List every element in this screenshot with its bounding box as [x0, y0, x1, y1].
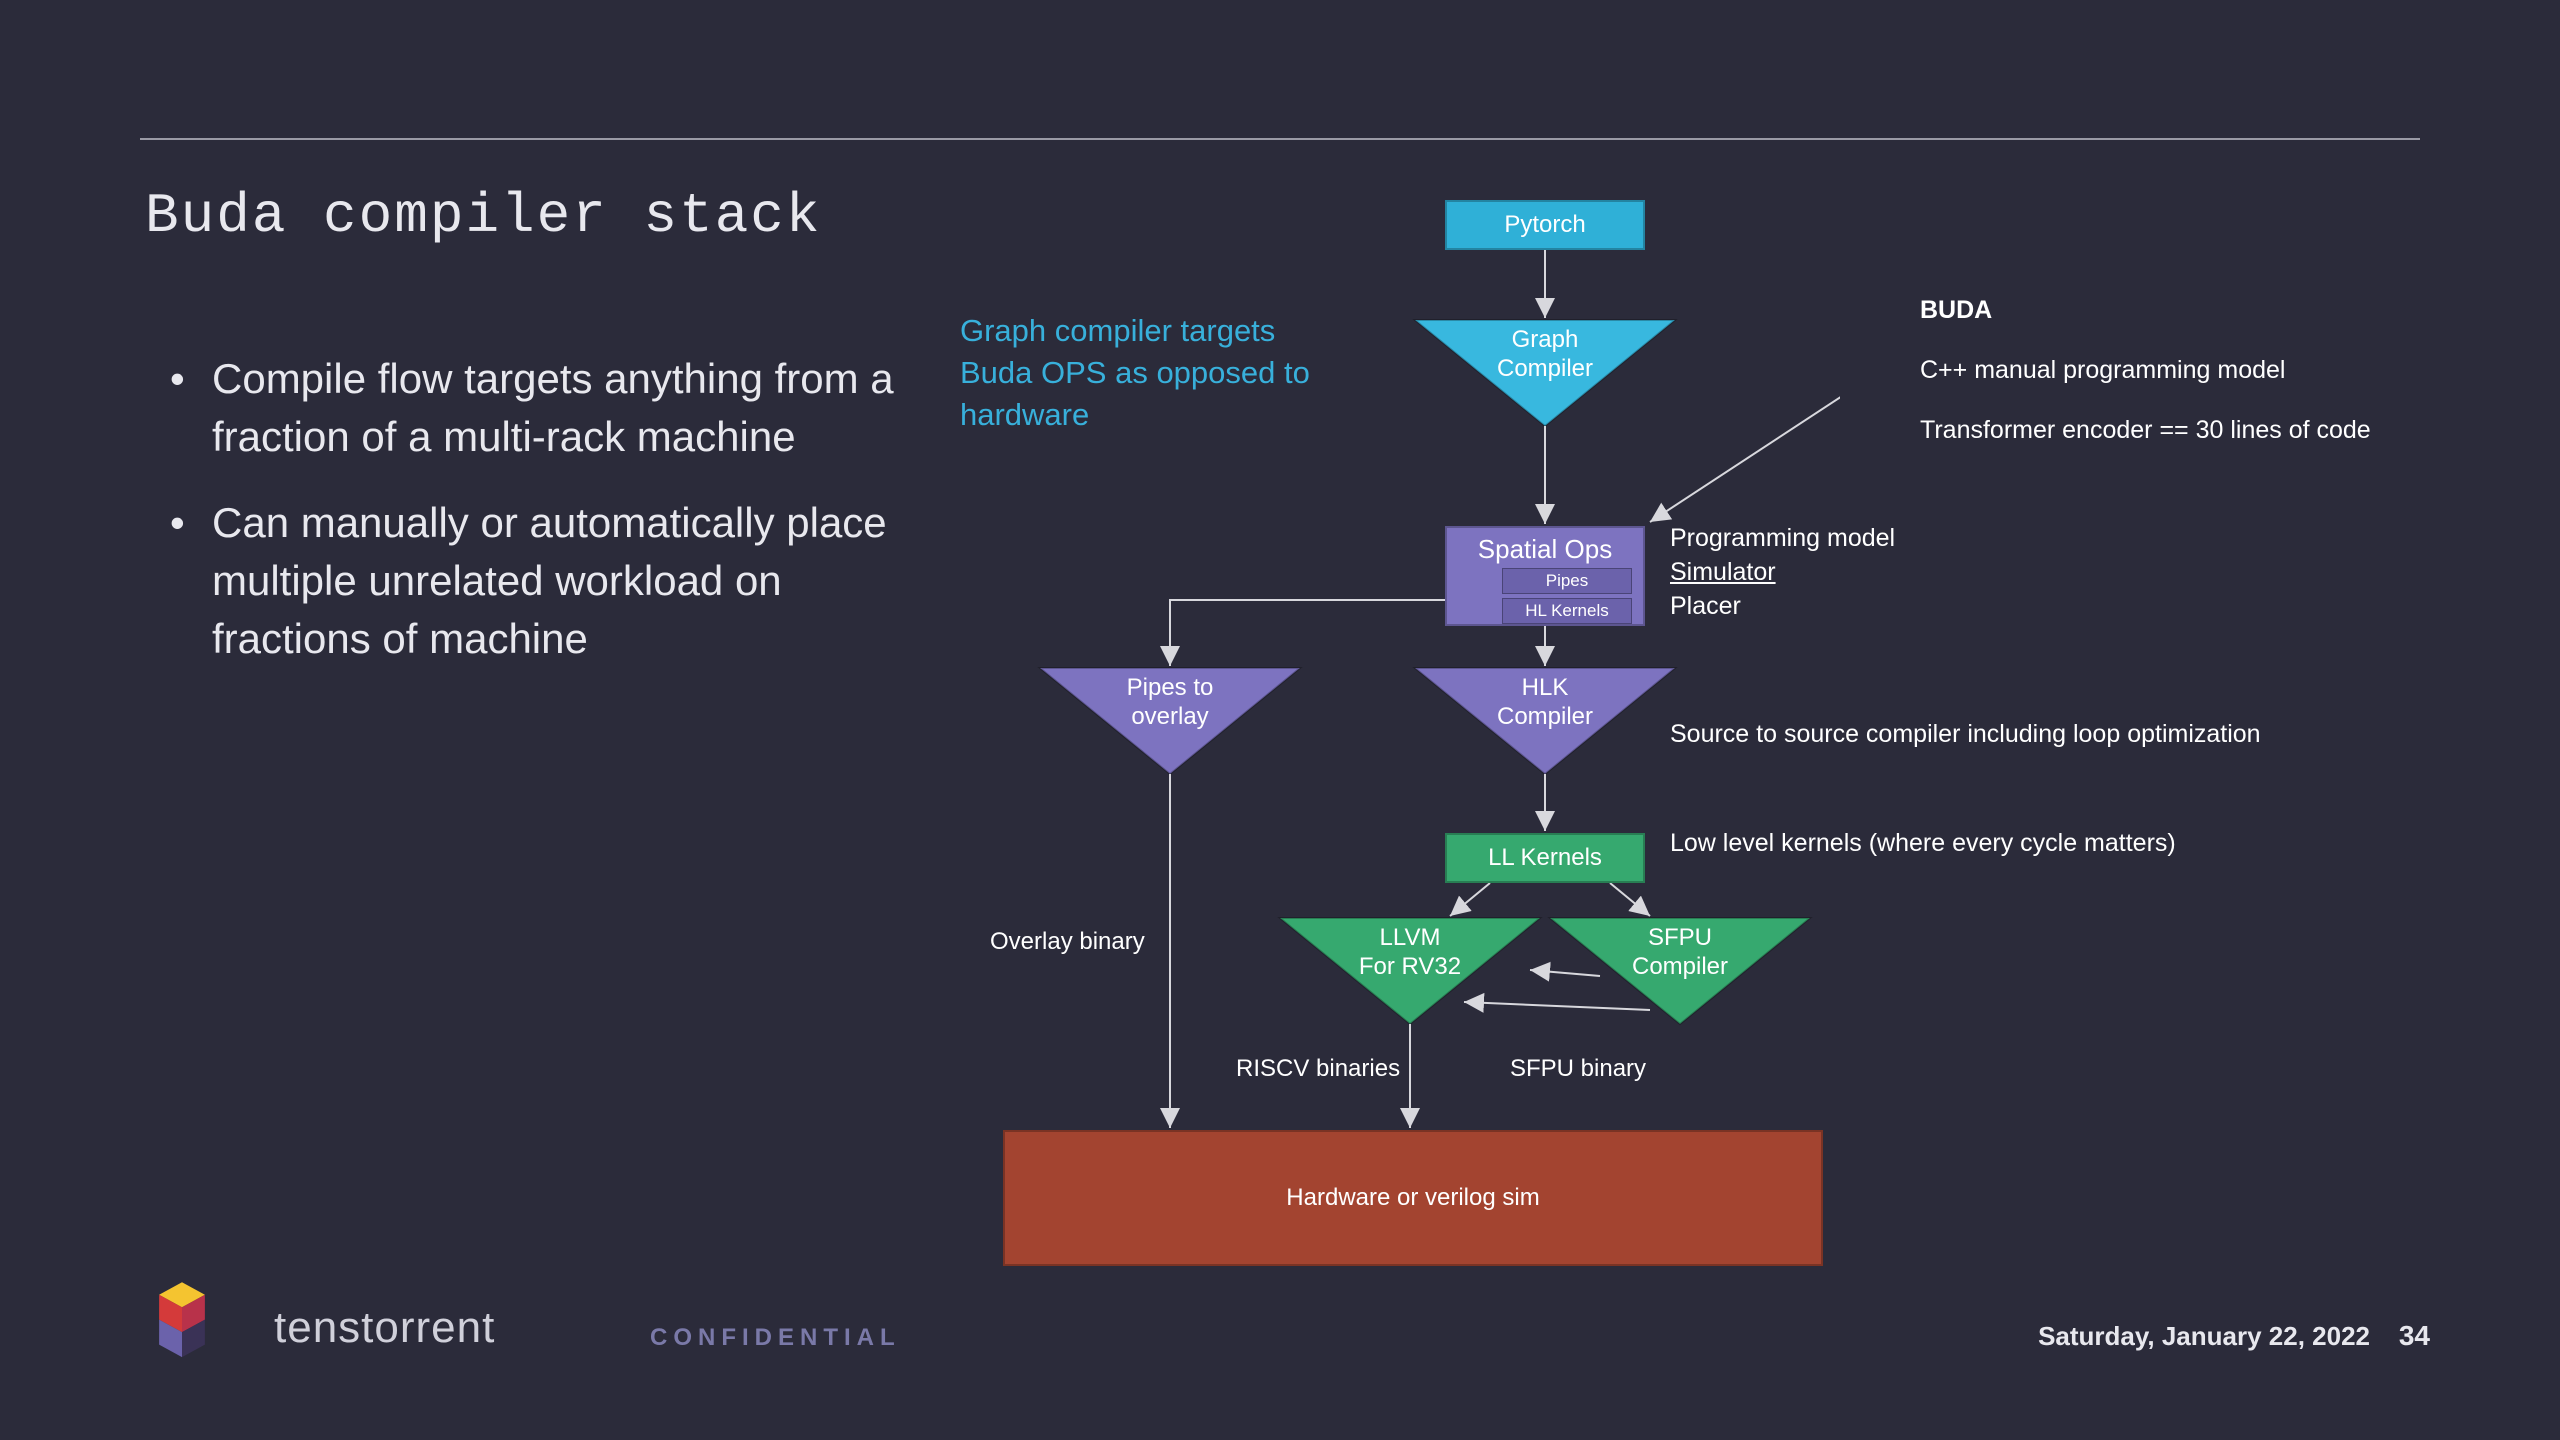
- node-ll-kernels: LL Kernels: [1445, 833, 1645, 883]
- edge-label-sfpu-binary: SFPU binary: [1510, 1055, 1646, 1083]
- annotation-buda-line1: C++ manual programming model: [1920, 354, 2371, 388]
- node-pytorch: Pytorch: [1445, 200, 1645, 250]
- annotation-buda: BUDA C++ manual programming model Transf…: [1920, 294, 2371, 447]
- divider-top: [140, 138, 2420, 140]
- node-pytorch-label: Pytorch: [1504, 211, 1585, 239]
- node-spatial-pipes-label: Pipes: [1546, 571, 1589, 591]
- node-spatial-hlk-label: HL Kernels: [1525, 601, 1608, 621]
- diagram-svg: [960, 200, 1840, 1280]
- edge-label-riscv-binaries: RISCV binaries: [1236, 1055, 1400, 1083]
- edge-label-overlay-binary: Overlay binary: [990, 928, 1145, 956]
- annotation-buda-title: BUDA: [1920, 294, 2371, 328]
- bullet-2: Can manually or automatically place mult…: [170, 494, 910, 668]
- node-ll-kernels-label: LL Kernels: [1488, 844, 1602, 872]
- node-spatial-pipes: Pipes: [1502, 568, 1632, 594]
- confidential-label: CONFIDENTIAL: [650, 1324, 901, 1352]
- bullet-list: Compile flow targets anything from a fra…: [170, 350, 910, 696]
- node-hardware: Hardware or verilog sim: [1003, 1130, 1823, 1266]
- node-hardware-label: Hardware or verilog sim: [1286, 1184, 1539, 1212]
- slide-title: Buda compiler stack: [145, 184, 822, 248]
- node-spatial-hlkernels: HL Kernels: [1502, 598, 1632, 624]
- slide-page-number: 34: [2399, 1320, 2430, 1352]
- bullet-1: Compile flow targets anything from a fra…: [170, 350, 910, 466]
- node-spatial-ops: Spatial Ops Pipes HL Kernels: [1445, 526, 1645, 626]
- brand-logo: tenstorrent: [130, 1276, 495, 1380]
- brand-name: tenstorrent: [274, 1303, 495, 1353]
- flow-diagram: Pytorch Spatial Ops Pipes HL Kernels LL …: [960, 200, 1840, 1280]
- slide-date: Saturday, January 22, 2022: [2038, 1321, 2370, 1352]
- logo-mark-icon: [130, 1276, 234, 1380]
- annotation-buda-line2: Transformer encoder == 30 lines of code: [1920, 414, 2371, 448]
- node-spatial-ops-label: Spatial Ops: [1478, 534, 1612, 565]
- slide-footer: tenstorrent CONFIDENTIAL Saturday, Janua…: [0, 1270, 2560, 1380]
